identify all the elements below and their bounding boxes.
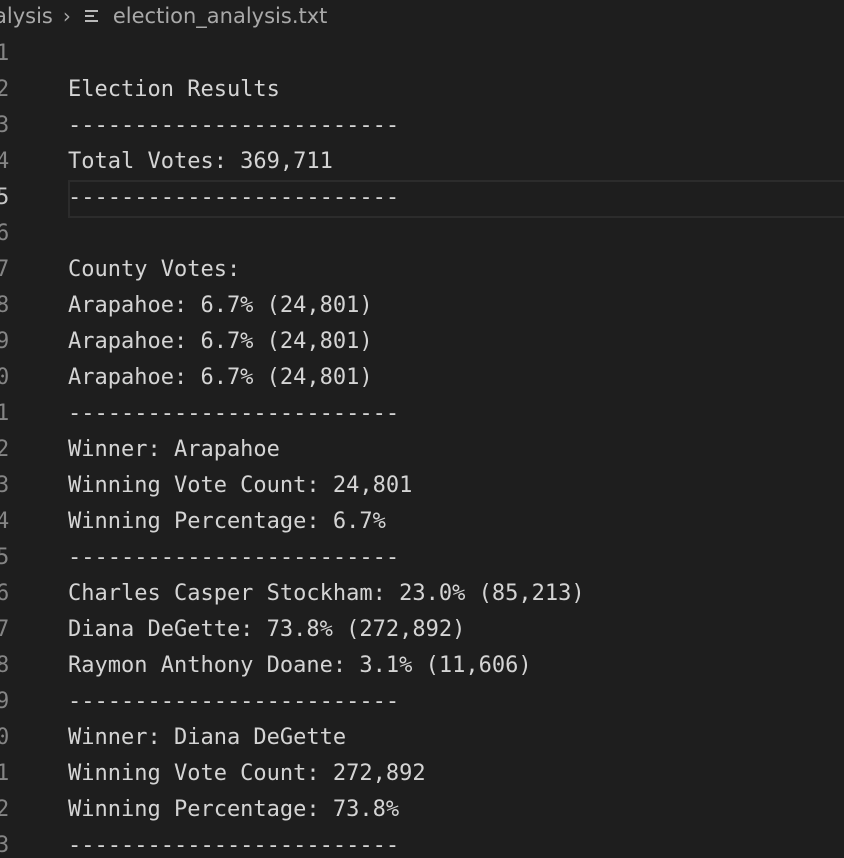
line-text: County Votes:: [68, 257, 241, 282]
breadcrumb-folder[interactable]: alysis: [0, 4, 53, 28]
line-text: -------------------------: [68, 833, 400, 858]
code-line[interactable]: 9 -------------------------: [0, 684, 844, 720]
line-number: 6: [0, 581, 10, 606]
line-number: 3: [0, 473, 10, 498]
line-number: 1: [0, 761, 10, 786]
line-text: Raymon Anthony Doane: 3.1% (11,606): [68, 653, 532, 678]
code-line[interactable]: 2 Winning Percentage: 73.8%: [0, 792, 844, 828]
line-number: 5: [0, 185, 10, 210]
line-text: -------------------------: [68, 113, 400, 138]
code-line[interactable]: 0 Arapahoe: 6.7% (24,801): [0, 360, 844, 396]
line-number: 2: [0, 77, 10, 102]
line-text: Diana DeGette: 73.8% (272,892): [68, 617, 466, 642]
code-line[interactable]: 5 -------------------------: [0, 180, 844, 218]
breadcrumb-filename[interactable]: election_analysis.txt: [112, 4, 328, 28]
line-text: Arapahoe: 6.7% (24,801): [68, 329, 373, 354]
code-line[interactable]: 2 Winner: Arapahoe: [0, 432, 844, 468]
code-line[interactable]: 1 -------------------------: [0, 396, 844, 432]
line-number: 7: [0, 257, 10, 282]
line-number: 0: [0, 365, 10, 390]
line-number: 0: [0, 725, 10, 750]
line-text: -------------------------: [68, 401, 400, 426]
line-text: Winning Percentage: 73.8%: [68, 797, 400, 822]
line-number: 7: [0, 617, 10, 642]
line-text: Winner: Diana DeGette: [68, 725, 347, 750]
code-line[interactable]: 5 -------------------------: [0, 540, 844, 576]
line-number: 5: [0, 545, 10, 570]
line-text: Winning Vote Count: 272,892: [68, 761, 426, 786]
line-text: -------------------------: [68, 545, 400, 570]
code-line[interactable]: 1: [0, 36, 844, 72]
line-text: Arapahoe: 6.7% (24,801): [68, 293, 373, 318]
line-number: 4: [0, 149, 10, 174]
code-line[interactable]: 6 Charles Casper Stockham: 23.0% (85,213): [0, 576, 844, 612]
line-number: 2: [0, 437, 10, 462]
code-line[interactable]: 4 Winning Percentage: 6.7%: [0, 504, 844, 540]
code-line[interactable]: 3 -------------------------: [0, 828, 844, 858]
code-line[interactable]: 7 County Votes:: [0, 252, 844, 288]
code-line[interactable]: 3 -------------------------: [0, 108, 844, 144]
code-line[interactable]: 8 Raymon Anthony Doane: 3.1% (11,606): [0, 648, 844, 684]
line-number: 8: [0, 653, 10, 678]
line-number: 3: [0, 113, 10, 138]
line-number: 1: [0, 401, 10, 426]
line-text: Election Results: [68, 77, 280, 102]
code-line[interactable]: 6: [0, 216, 844, 252]
line-number: 9: [0, 329, 10, 354]
line-text: Winner: Arapahoe: [68, 437, 280, 462]
code-line[interactable]: 1 Winning Vote Count: 272,892: [0, 756, 844, 792]
code-line[interactable]: 7 Diana DeGette: 73.8% (272,892): [0, 612, 844, 648]
line-number: 6: [0, 221, 10, 246]
line-number: 9: [0, 689, 10, 714]
line-number: 2: [0, 797, 10, 822]
breadcrumb: alysis › election_analysis.txt: [0, 0, 844, 32]
line-text: Charles Casper Stockham: 23.0% (85,213): [68, 581, 585, 606]
text-file-icon: [83, 8, 101, 24]
code-line[interactable]: 3 Winning Vote Count: 24,801: [0, 468, 844, 504]
line-text: -------------------------: [68, 185, 400, 210]
chevron-right-icon: ›: [62, 4, 71, 28]
code-line[interactable]: 2 Election Results: [0, 72, 844, 108]
line-text: Total Votes: 369,711: [68, 149, 333, 174]
line-text: Winning Vote Count: 24,801: [68, 473, 413, 498]
code-line[interactable]: 9 Arapahoe: 6.7% (24,801): [0, 324, 844, 360]
code-line[interactable]: 0 Winner: Diana DeGette: [0, 720, 844, 756]
code-line[interactable]: 8 Arapahoe: 6.7% (24,801): [0, 288, 844, 324]
line-text: Winning Percentage: 6.7%: [68, 509, 386, 534]
code-editor[interactable]: 1 2 Election Results 3 ---------------------…: [0, 36, 844, 858]
line-number: 8: [0, 293, 10, 318]
line-text: -------------------------: [68, 689, 400, 714]
line-number: 1: [0, 41, 10, 66]
line-number: 4: [0, 509, 10, 534]
line-number: 3: [0, 833, 10, 858]
line-text: Arapahoe: 6.7% (24,801): [68, 365, 373, 390]
code-line[interactable]: 4 Total Votes: 369,711: [0, 144, 844, 180]
